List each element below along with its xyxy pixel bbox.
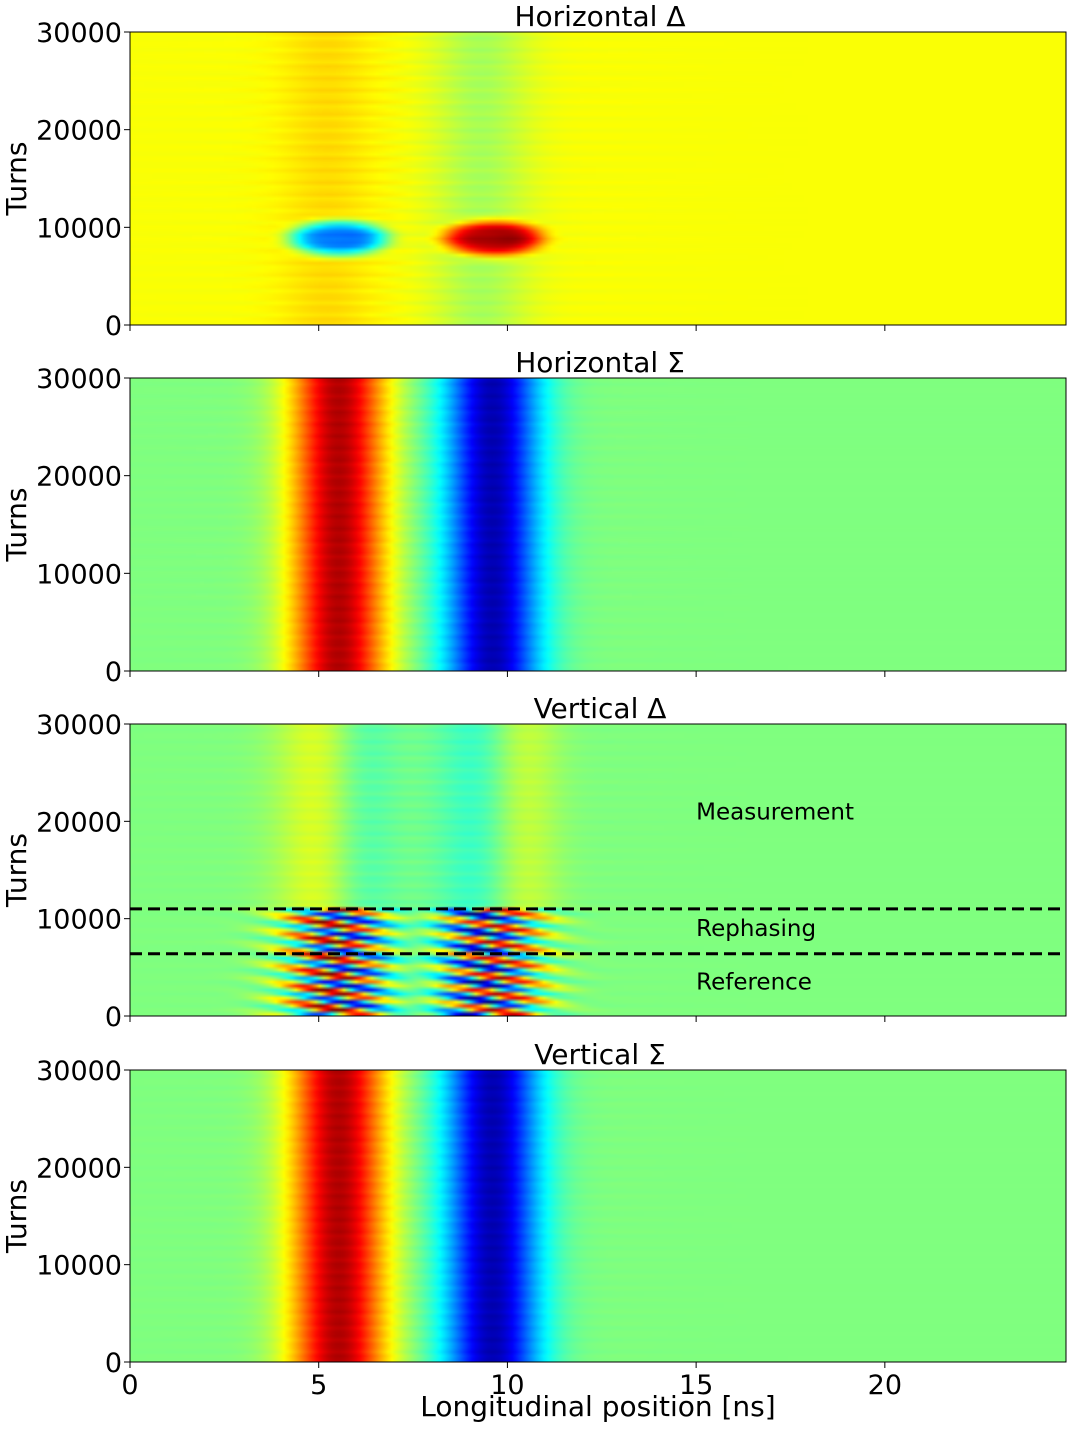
annotation-reference: Reference [696, 970, 812, 996]
y-axis-label: Turns [0, 1179, 33, 1254]
y-tick-label: 30000 [36, 1056, 122, 1087]
axes-frame [129, 1069, 1067, 1363]
x-tick-label: 5 [310, 1370, 327, 1401]
y-tick-label: 20000 [36, 1153, 122, 1184]
y-tick-label: 30000 [36, 364, 122, 395]
y-axis-label: Turns [0, 142, 33, 217]
annotation-rephasing: Rephasing [696, 916, 816, 942]
y-tick-label: 10000 [36, 1251, 122, 1282]
panel-1: Horizontal Δ Turns 0 10000 20000 30000 [0, 0, 1067, 342]
y-tick-label: 20000 [36, 807, 122, 838]
heatmap-image [130, 378, 1066, 671]
panel-2: Horizontal Σ Turns 0 10000 20000 30000 [0, 346, 1067, 688]
heatmap-image [130, 724, 1066, 1016]
y-tick-label: 20000 [36, 462, 122, 493]
panel-title: Horizontal Σ [515, 346, 685, 379]
y-tick-label: 10000 [36, 905, 122, 936]
panel-title: Horizontal Δ [514, 0, 685, 33]
y-tick-label: 0 [105, 657, 122, 688]
heatmap-image [130, 32, 1066, 325]
y-tick-label: 0 [105, 1002, 122, 1033]
axes-frame [129, 31, 1067, 326]
y-tick-label: 0 [105, 1348, 122, 1379]
panel-title: Vertical Δ [534, 692, 667, 725]
x-tick-label: 15 [679, 1370, 713, 1401]
x-tick-label: 10 [490, 1370, 524, 1401]
panel-title: Vertical Σ [534, 1038, 665, 1071]
axes-frame [129, 723, 1067, 1017]
y-tick-label: 10000 [36, 213, 122, 244]
y-axis-label: Turns [0, 833, 33, 908]
y-tick-label: 0 [105, 311, 122, 342]
axes-frame [129, 377, 1067, 672]
x-axis-label: Longitudinal position [ns] [420, 1390, 775, 1423]
y-tick-label: 10000 [36, 559, 122, 590]
x-tick-label: 20 [868, 1370, 902, 1401]
panel-4: Vertical Σ Turns 0 10000 20000 30000 0 5 10 15 20 [0, 1038, 1067, 1401]
panel-3: Vertical Δ Turns 0 10000 20000 30000 Measureme… [0, 692, 1067, 1033]
annotation-measurement: Measurement [696, 799, 854, 825]
x-tick-label: 0 [121, 1370, 138, 1401]
y-tick-label: 20000 [36, 116, 122, 147]
y-tick-label: 30000 [36, 710, 122, 741]
y-axis-label: Turns [0, 488, 33, 563]
y-tick-label: 30000 [36, 18, 122, 49]
heatmap-image [130, 1070, 1066, 1362]
